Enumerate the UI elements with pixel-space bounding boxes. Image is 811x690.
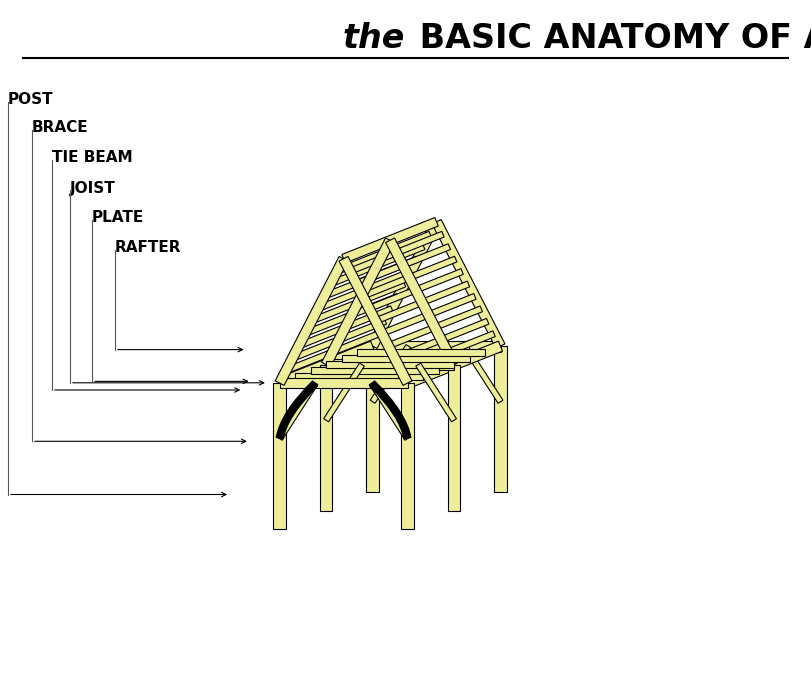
Polygon shape bbox=[416, 363, 457, 422]
Polygon shape bbox=[385, 238, 458, 367]
Polygon shape bbox=[370, 344, 411, 403]
Polygon shape bbox=[494, 346, 507, 493]
Polygon shape bbox=[362, 256, 457, 299]
Polygon shape bbox=[280, 377, 407, 388]
Text: the: the bbox=[342, 22, 405, 55]
Polygon shape bbox=[291, 318, 387, 361]
Polygon shape bbox=[367, 346, 379, 493]
Polygon shape bbox=[375, 281, 470, 324]
Polygon shape bbox=[295, 373, 423, 380]
Polygon shape bbox=[317, 268, 412, 311]
Text: TIE BEAM: TIE BEAM bbox=[52, 150, 133, 166]
Text: POST: POST bbox=[8, 92, 54, 108]
Polygon shape bbox=[326, 359, 454, 370]
Polygon shape bbox=[393, 318, 489, 361]
Text: RAFTER: RAFTER bbox=[115, 241, 182, 255]
Polygon shape bbox=[349, 231, 444, 274]
Polygon shape bbox=[336, 231, 431, 274]
Polygon shape bbox=[341, 355, 470, 362]
Polygon shape bbox=[355, 244, 450, 286]
Polygon shape bbox=[339, 257, 412, 386]
Polygon shape bbox=[275, 257, 348, 386]
Polygon shape bbox=[342, 217, 438, 263]
Polygon shape bbox=[277, 382, 318, 440]
Polygon shape bbox=[326, 361, 454, 368]
Polygon shape bbox=[324, 256, 418, 299]
Polygon shape bbox=[329, 244, 425, 286]
Polygon shape bbox=[304, 293, 399, 336]
Polygon shape bbox=[324, 363, 364, 422]
Polygon shape bbox=[381, 293, 476, 336]
Text: PLATE: PLATE bbox=[92, 210, 144, 226]
Polygon shape bbox=[387, 306, 483, 348]
Polygon shape bbox=[406, 341, 503, 388]
Polygon shape bbox=[311, 367, 439, 374]
Polygon shape bbox=[372, 341, 500, 351]
Polygon shape bbox=[285, 331, 380, 373]
Polygon shape bbox=[357, 349, 485, 356]
Polygon shape bbox=[273, 383, 285, 529]
Polygon shape bbox=[320, 364, 333, 511]
Polygon shape bbox=[368, 268, 463, 311]
Polygon shape bbox=[448, 364, 460, 511]
Text: JOIST: JOIST bbox=[70, 181, 116, 195]
Polygon shape bbox=[277, 341, 375, 388]
Text: BASIC ANATOMY OF A TIMBERFRAME: BASIC ANATOMY OF A TIMBERFRAME bbox=[408, 22, 811, 55]
Polygon shape bbox=[369, 382, 410, 440]
Polygon shape bbox=[368, 219, 441, 348]
Polygon shape bbox=[462, 344, 503, 403]
Polygon shape bbox=[401, 383, 414, 529]
Polygon shape bbox=[322, 238, 394, 367]
Polygon shape bbox=[400, 331, 496, 373]
Text: BRACE: BRACE bbox=[32, 121, 88, 135]
Polygon shape bbox=[311, 281, 406, 324]
Polygon shape bbox=[298, 306, 393, 348]
Polygon shape bbox=[432, 219, 505, 348]
